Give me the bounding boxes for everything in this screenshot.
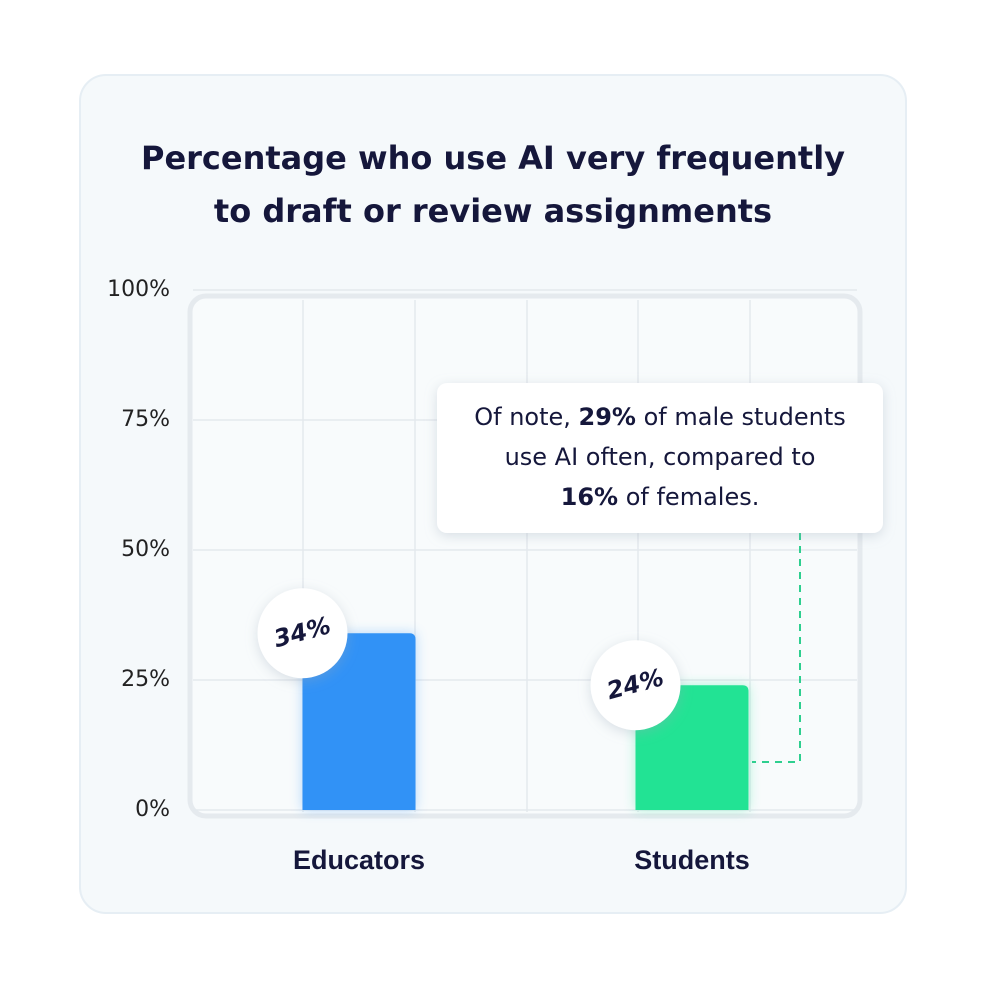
- annotation-line: 16% of females.: [561, 483, 760, 511]
- x-tick-label: Students: [634, 845, 750, 875]
- y-tick-label: 25%: [121, 667, 170, 692]
- annotation-text: use AI often, compared to: [505, 443, 816, 471]
- chart-title: Percentage who use AI very frequently: [141, 139, 845, 177]
- y-tick-label: 75%: [121, 407, 170, 432]
- annotation-box: [437, 383, 883, 533]
- annotation-text: of females.: [618, 483, 759, 511]
- x-tick-label: Educators: [293, 845, 425, 875]
- value-badge: [257, 588, 348, 679]
- plot-area: [187, 293, 863, 819]
- annotation-line: use AI often, compared to: [505, 443, 816, 471]
- annotation-text: 16%: [561, 483, 618, 511]
- y-tick-label: 0%: [135, 797, 170, 822]
- annotation-text: 29%: [579, 403, 636, 431]
- y-tick-label: 50%: [121, 537, 170, 562]
- annotation-text: Of note,: [474, 403, 578, 431]
- chart-title: to draft or review assignments: [214, 192, 772, 230]
- bar: [302, 633, 416, 810]
- value-badge: [590, 640, 681, 731]
- annotation-text: of male students: [636, 403, 846, 431]
- annotation-connector: [752, 533, 801, 763]
- y-tick-label: 100%: [107, 277, 170, 302]
- annotation-line: Of note, 29% of male students: [474, 403, 846, 431]
